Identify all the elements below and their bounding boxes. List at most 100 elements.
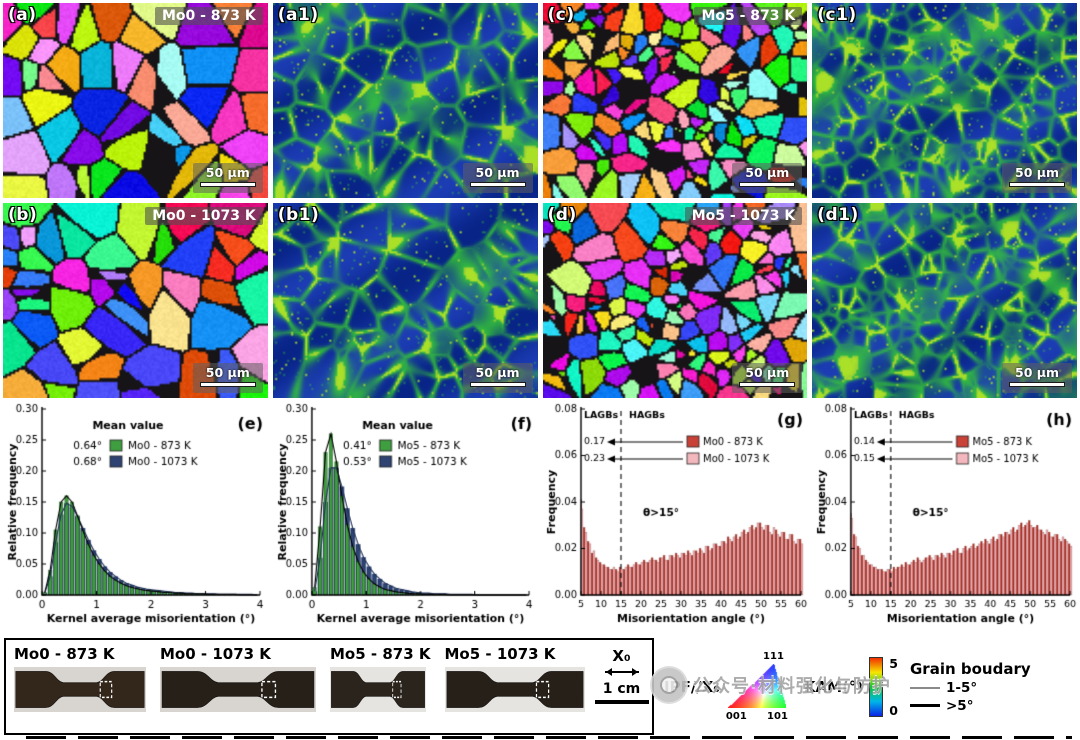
chart-e	[2, 401, 270, 633]
chart-h	[810, 401, 1078, 633]
tension-axis-label: X₀	[612, 647, 631, 665]
ipf-legend: IPF//X₀ 111 001 101	[664, 650, 792, 724]
sample-label: Mo0 - 873 K	[14, 645, 115, 663]
scalebar-label: 50 μm	[1015, 365, 1059, 380]
micrograph-panel: (c) Mo5 - 873 K 50 μm	[542, 3, 808, 198]
kam-max-label: 5	[889, 655, 898, 671]
kam-colorbar-ticks: 5 0	[889, 656, 898, 718]
grain-boundary-item-lagb: 1-5°	[910, 680, 1031, 696]
legend-box: IPF//X₀ 111 001 101 KAM(°) 5 0 Grain bou…	[654, 638, 1076, 735]
hagb-label: >5°	[946, 697, 974, 714]
scalebar: 50 μm	[462, 363, 533, 393]
sample-photo	[330, 667, 426, 712]
ipf-pole-101-label: 101	[767, 710, 788, 722]
panel-label: (a1)	[277, 5, 319, 25]
ipf-triangle-canvas	[727, 663, 786, 708]
lagb-line-icon	[910, 686, 940, 689]
ipf-pole-111-label: 111	[763, 650, 784, 662]
scalebar: 50 μm	[1002, 163, 1072, 193]
chart-canvas-g	[541, 401, 809, 633]
tensile-specimen-icon	[14, 667, 146, 712]
scalebar-line	[199, 182, 256, 187]
panel-label: (c1)	[817, 5, 857, 25]
tension-axis-block: X₀ 1 cm	[594, 645, 649, 728]
tensile-sample: Mo0 - 1073 K	[160, 645, 316, 712]
micrograph-panel: (a) Mo0 - 873 K 50 μm	[3, 3, 268, 198]
kam-legend: KAM(°) 5 0	[804, 656, 898, 718]
samples-box: Mo0 - 873 K Mo0 - 1073 K Mo5 - 873 K	[4, 638, 654, 735]
scalebar-line	[1009, 382, 1065, 387]
panel-condition-title: Mo0 - 873 K	[154, 7, 263, 25]
panel-label: (c)	[547, 5, 575, 25]
chart-canvas-e	[2, 401, 270, 633]
micrograph-panel: (d1) 50 μm	[812, 203, 1077, 398]
kam-min-label: 0	[889, 702, 898, 718]
tensile-specimen-icon	[160, 667, 316, 712]
sample-label: Mo5 - 873 K	[330, 645, 431, 663]
scalebar-label: 50 μm	[205, 165, 250, 180]
scalebar-label: 50 μm	[205, 365, 250, 380]
samples-list: Mo0 - 873 K Mo0 - 1073 K Mo5 - 873 K	[14, 645, 585, 728]
tensile-specimen-icon	[444, 667, 585, 712]
scale-1cm-bar	[594, 700, 649, 704]
sample-label: Mo0 - 1073 K	[160, 645, 271, 663]
micrograph-panel: (c1) 50 μm	[812, 3, 1077, 198]
micrograph-panel: (d) Mo5 - 1073 K 50 μm	[542, 203, 808, 398]
ipf-legend-title: IPF//X₀	[664, 677, 720, 696]
sample-photo	[444, 667, 585, 712]
scalebar-label: 50 μm	[745, 165, 790, 180]
charts-row	[2, 401, 1078, 633]
scalebar-line	[1009, 182, 1065, 187]
kam-colorbar	[869, 656, 884, 717]
double-arrow-icon	[604, 668, 639, 676]
lagb-label: 1-5°	[946, 679, 978, 696]
scalebar-line	[739, 182, 796, 187]
sample-photo	[160, 667, 316, 712]
scalebar: 50 μm	[192, 363, 263, 393]
tensile-sample: Mo5 - 873 K	[330, 645, 431, 712]
micrograph-panel: (b1) 50 μm	[272, 203, 538, 398]
micrograph-grid: (a) Mo0 - 873 K 50 μm (a1) 50 μm (c) Mo5…	[3, 3, 1077, 398]
scalebar-line	[469, 182, 526, 187]
ipf-pole-001-label: 001	[725, 710, 747, 722]
chart-f	[271, 401, 539, 633]
ipf-color-key: 111 001 101	[726, 651, 788, 722]
scalebar: 50 μm	[732, 363, 803, 393]
scalebar-label: 50 μm	[475, 365, 520, 380]
tensile-specimen-icon	[330, 667, 426, 712]
kam-legend-title: KAM(°)	[803, 677, 864, 696]
sample-photo	[14, 667, 146, 712]
scalebar-label: 50 μm	[745, 365, 790, 380]
scalebar: 50 μm	[1002, 363, 1072, 393]
panel-label: (a)	[8, 5, 37, 25]
scale-1cm-label: 1 cm	[602, 681, 641, 697]
scalebar-line	[469, 382, 526, 387]
grain-boundary-title: Grain boudary	[910, 659, 1031, 678]
panel-condition-title: Mo5 - 873 K	[694, 7, 803, 25]
grain-boundary-item-hagb: >5°	[910, 698, 1031, 714]
scalebar-label: 50 μm	[1015, 165, 1059, 180]
hagb-line-icon	[910, 704, 940, 707]
panel-condition-title: Mo5 - 1073 K	[684, 207, 803, 225]
chart-canvas-f	[271, 401, 539, 633]
grain-boundary-legend: Grain boudary 1-5° >5°	[910, 660, 1031, 714]
tensile-sample: Mo5 - 1073 K	[444, 645, 585, 712]
micrograph-panel: (b) Mo0 - 1073 K 50 μm	[3, 203, 268, 398]
micrograph-panel: (a1) 50 μm	[272, 3, 538, 198]
chart-g	[541, 401, 809, 633]
bottom-row: Mo0 - 873 K Mo0 - 1073 K Mo5 - 873 K	[4, 638, 1076, 735]
chart-canvas-h	[810, 401, 1078, 633]
sample-label: Mo5 - 1073 K	[444, 645, 556, 663]
panel-label: (d1)	[817, 205, 859, 225]
scalebar: 50 μm	[462, 163, 533, 193]
panel-condition-title: Mo0 - 1073 K	[145, 207, 263, 225]
bottom-divider	[26, 736, 1072, 739]
panel-label: (d)	[547, 205, 577, 225]
scalebar-line	[739, 382, 796, 387]
tensile-sample: Mo0 - 873 K	[14, 645, 146, 712]
panel-label: (b)	[8, 205, 38, 225]
scalebar-line	[199, 382, 256, 387]
panel-label: (b1)	[277, 205, 320, 225]
scalebar-label: 50 μm	[475, 165, 520, 180]
